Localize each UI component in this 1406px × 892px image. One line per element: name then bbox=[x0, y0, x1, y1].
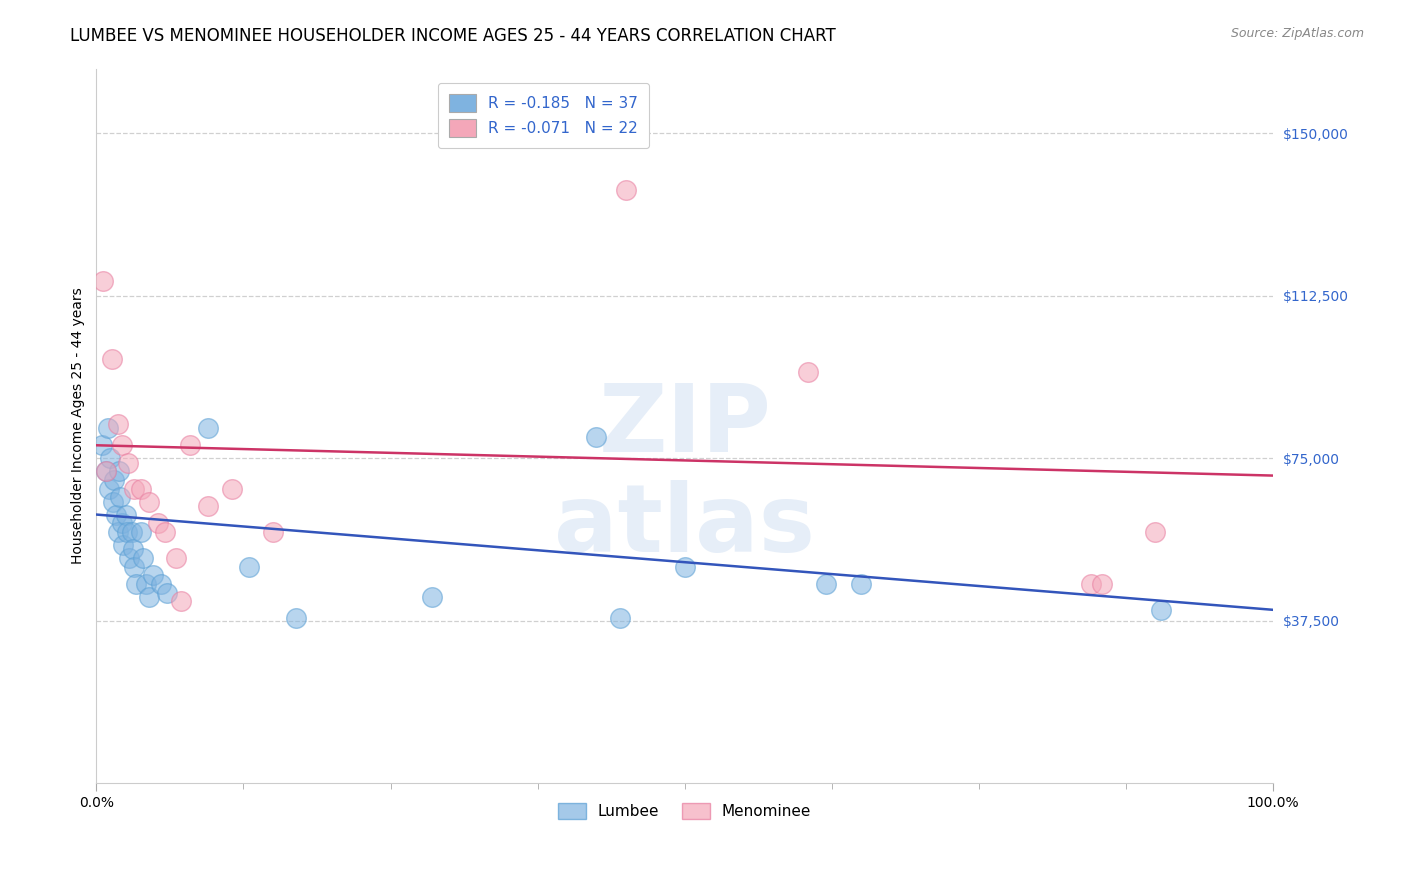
Point bbox=[170, 594, 193, 608]
Point bbox=[129, 482, 152, 496]
Point bbox=[153, 524, 176, 539]
Point bbox=[138, 494, 160, 508]
Point bbox=[122, 559, 145, 574]
Point bbox=[262, 524, 284, 539]
Y-axis label: Householder Income Ages 25 - 44 years: Householder Income Ages 25 - 44 years bbox=[72, 287, 86, 564]
Text: atlas: atlas bbox=[554, 480, 815, 572]
Point bbox=[851, 577, 873, 591]
Point bbox=[112, 538, 135, 552]
Point bbox=[107, 524, 129, 539]
Text: ZIP: ZIP bbox=[599, 380, 770, 472]
Text: Source: ZipAtlas.com: Source: ZipAtlas.com bbox=[1230, 27, 1364, 40]
Point bbox=[115, 524, 138, 539]
Point bbox=[107, 464, 129, 478]
Point bbox=[94, 464, 117, 478]
Point bbox=[121, 524, 143, 539]
Point bbox=[165, 550, 187, 565]
Point bbox=[111, 438, 134, 452]
Point bbox=[132, 550, 155, 565]
Point bbox=[1080, 577, 1102, 591]
Point bbox=[1091, 577, 1114, 591]
Point bbox=[238, 559, 260, 574]
Point bbox=[609, 611, 631, 625]
Point bbox=[100, 451, 122, 466]
Point bbox=[197, 499, 219, 513]
Point bbox=[114, 508, 136, 522]
Point bbox=[129, 524, 152, 539]
Point bbox=[122, 482, 145, 496]
Point bbox=[125, 577, 148, 591]
Point bbox=[101, 494, 124, 508]
Point bbox=[797, 365, 820, 379]
Point bbox=[1150, 603, 1173, 617]
Point bbox=[179, 438, 201, 452]
Point bbox=[1144, 524, 1167, 539]
Point bbox=[94, 464, 117, 478]
Point bbox=[285, 611, 308, 625]
Point bbox=[221, 482, 243, 496]
Point bbox=[93, 274, 115, 288]
Point bbox=[135, 577, 157, 591]
Point bbox=[673, 559, 696, 574]
Point bbox=[98, 482, 121, 496]
Legend: Lumbee, Menominee: Lumbee, Menominee bbox=[553, 797, 817, 825]
Point bbox=[97, 421, 120, 435]
Point bbox=[103, 473, 125, 487]
Point bbox=[146, 516, 169, 531]
Point bbox=[111, 516, 134, 531]
Point bbox=[156, 585, 179, 599]
Point bbox=[585, 429, 607, 443]
Point bbox=[107, 417, 129, 431]
Point bbox=[138, 590, 160, 604]
Point bbox=[108, 490, 131, 504]
Point bbox=[420, 590, 443, 604]
Point bbox=[142, 568, 165, 582]
Point bbox=[100, 351, 122, 366]
Point bbox=[105, 508, 128, 522]
Point bbox=[197, 421, 219, 435]
Point bbox=[814, 577, 837, 591]
Point bbox=[91, 438, 114, 452]
Point bbox=[150, 577, 173, 591]
Point bbox=[121, 542, 143, 557]
Text: LUMBEE VS MENOMINEE HOUSEHOLDER INCOME AGES 25 - 44 YEARS CORRELATION CHART: LUMBEE VS MENOMINEE HOUSEHOLDER INCOME A… bbox=[70, 27, 837, 45]
Point bbox=[614, 183, 637, 197]
Point bbox=[117, 456, 139, 470]
Point bbox=[118, 550, 141, 565]
